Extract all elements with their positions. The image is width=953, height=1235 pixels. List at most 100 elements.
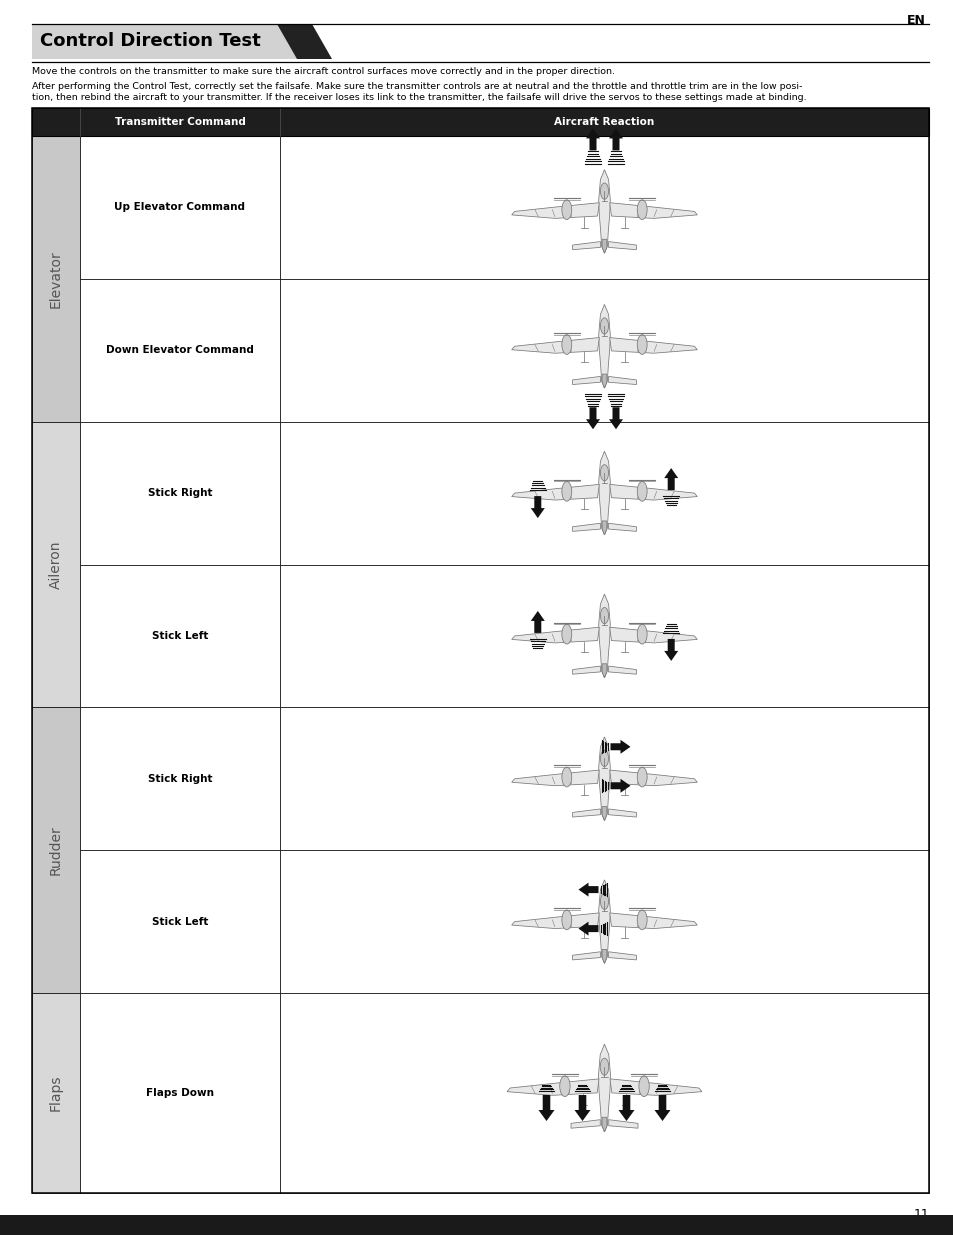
Polygon shape [608, 408, 622, 430]
Ellipse shape [561, 625, 571, 643]
Text: Rudder: Rudder [49, 825, 63, 876]
Bar [32, 23, 302, 59]
Bar [280, 993, 928, 1193]
Polygon shape [571, 1120, 599, 1129]
Polygon shape [609, 203, 697, 219]
Ellipse shape [637, 335, 646, 354]
Bar [32, 107, 928, 136]
Text: tion, then rebind the aircraft to your transmitter. If the receiver loses its li: tion, then rebind the aircraft to your t… [32, 93, 806, 103]
Polygon shape [511, 337, 598, 353]
Polygon shape [608, 128, 622, 151]
Text: Elevator: Elevator [49, 249, 63, 308]
Ellipse shape [599, 183, 608, 199]
Polygon shape [574, 1095, 590, 1121]
Text: Stick Left: Stick Left [152, 916, 208, 926]
Text: Flaps Down: Flaps Down [146, 1088, 213, 1098]
Text: Up Elevator Command: Up Elevator Command [114, 203, 245, 212]
Polygon shape [608, 524, 636, 531]
Text: Aircraft Reaction: Aircraft Reaction [554, 117, 654, 127]
Text: Control Direction Test: Control Direction Test [40, 32, 260, 51]
Text: Stick Left: Stick Left [152, 631, 208, 641]
Ellipse shape [599, 1058, 608, 1076]
Bar [80, 708, 280, 850]
Ellipse shape [599, 317, 608, 335]
Polygon shape [598, 594, 610, 678]
Polygon shape [601, 1118, 606, 1131]
Bar [32, 993, 80, 1193]
Ellipse shape [637, 767, 646, 787]
Polygon shape [598, 169, 610, 253]
Polygon shape [610, 740, 630, 753]
Polygon shape [609, 771, 697, 785]
Bar [80, 136, 280, 279]
Bar [280, 850, 928, 993]
Ellipse shape [599, 608, 608, 624]
Polygon shape [572, 377, 599, 384]
Ellipse shape [559, 1076, 570, 1097]
Text: Flaps: Flaps [49, 1074, 63, 1112]
Polygon shape [601, 663, 606, 678]
Polygon shape [537, 1095, 554, 1121]
Polygon shape [585, 128, 599, 151]
Polygon shape [572, 524, 599, 531]
Ellipse shape [561, 200, 571, 220]
Bar [280, 279, 928, 421]
Ellipse shape [599, 893, 608, 909]
Polygon shape [598, 1044, 610, 1131]
Polygon shape [608, 377, 636, 384]
Text: Stick Right: Stick Right [148, 488, 212, 498]
Text: Down Elevator Command: Down Elevator Command [106, 346, 253, 356]
Ellipse shape [561, 335, 571, 354]
Polygon shape [609, 627, 697, 643]
Text: Aileron: Aileron [49, 540, 63, 589]
Text: EN: EN [906, 14, 925, 27]
Polygon shape [511, 627, 598, 643]
Polygon shape [601, 806, 606, 820]
Ellipse shape [639, 1076, 649, 1097]
Polygon shape [511, 913, 598, 929]
Polygon shape [530, 496, 544, 519]
Polygon shape [610, 779, 630, 793]
Text: After performing the Control Test, correctly set the failsafe. Make sure the tra: After performing the Control Test, corre… [32, 82, 801, 90]
Polygon shape [608, 242, 636, 249]
Polygon shape [609, 1079, 701, 1095]
Polygon shape [608, 809, 636, 818]
Polygon shape [507, 1079, 598, 1095]
Bar [280, 708, 928, 850]
Bar [32, 708, 80, 993]
Polygon shape [663, 638, 678, 661]
Polygon shape [572, 242, 599, 249]
Polygon shape [601, 521, 606, 535]
Polygon shape [511, 203, 598, 219]
Bar [80, 564, 280, 708]
Ellipse shape [637, 482, 646, 501]
Ellipse shape [637, 200, 646, 220]
Polygon shape [609, 484, 697, 500]
Bar [280, 136, 928, 279]
Polygon shape [601, 374, 606, 388]
Bar [80, 421, 280, 564]
Text: Transmitter Command: Transmitter Command [114, 117, 245, 127]
Polygon shape [598, 879, 610, 963]
Text: 11: 11 [912, 1208, 928, 1220]
Bar [32, 421, 80, 708]
Bar [280, 564, 928, 708]
Bar [280, 421, 928, 564]
Polygon shape [585, 408, 599, 430]
Polygon shape [663, 468, 678, 490]
Ellipse shape [599, 464, 608, 480]
Ellipse shape [561, 767, 571, 787]
Polygon shape [511, 771, 598, 785]
Bar [32, 107, 928, 1193]
Polygon shape [598, 305, 610, 388]
Polygon shape [608, 1120, 638, 1129]
Polygon shape [598, 737, 610, 820]
Polygon shape [608, 952, 636, 960]
Polygon shape [572, 952, 599, 960]
Polygon shape [598, 451, 610, 535]
Polygon shape [578, 921, 598, 936]
Text: Stick Right: Stick Right [148, 774, 212, 784]
Ellipse shape [561, 910, 571, 930]
Polygon shape [618, 1095, 634, 1121]
Polygon shape [608, 666, 636, 674]
